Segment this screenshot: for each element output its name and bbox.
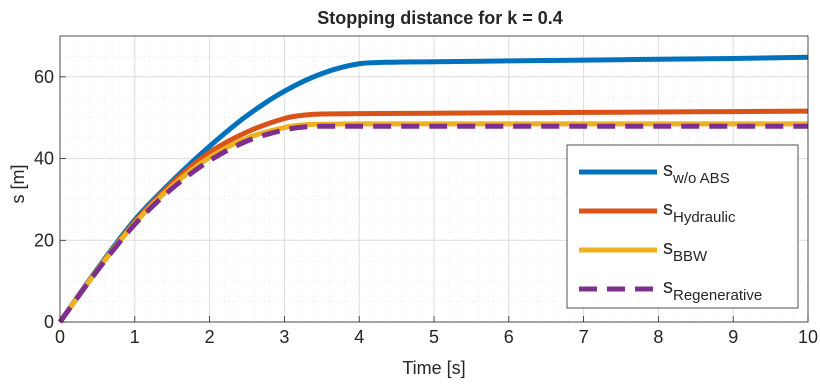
x-tick-label: 9	[728, 327, 738, 347]
x-tick-label: 5	[429, 327, 439, 347]
x-tick-label: 3	[279, 327, 289, 347]
y-tick-label: 0	[44, 312, 54, 332]
chart-title: Stopping distance for k = 0.4	[317, 8, 563, 28]
x-tick-label: 1	[130, 327, 140, 347]
x-tick-label: 0	[55, 327, 65, 347]
x-axis-label: Time [s]	[402, 358, 465, 378]
x-tick-label: 2	[205, 327, 215, 347]
legend-label: sBBW	[663, 237, 708, 265]
plot-frame	[59, 35, 809, 323]
y-tick-label: 60	[34, 67, 54, 87]
series-lines	[57, 54, 809, 324]
series-line-regenerative	[57, 123, 808, 324]
legend-label: sHydraulic	[663, 198, 736, 226]
x-tick-label: 8	[653, 327, 663, 347]
x-tick-label: 10	[798, 327, 818, 347]
legend-label: sw/o ABS	[663, 159, 730, 187]
x-tick-label: 6	[504, 327, 514, 347]
legend: sw/o ABS sHydraulic sBBW sRegenerative	[566, 144, 799, 309]
x-tick-label: 4	[354, 327, 364, 347]
y-tick-label: 20	[34, 230, 54, 250]
x-tick-label: 7	[579, 327, 589, 347]
y-axis-ticks: 0 20 40 60	[34, 67, 66, 332]
legend-label: sRegenerative	[663, 276, 762, 304]
y-tick-label: 40	[34, 149, 54, 169]
y-axis-label: s [m]	[8, 165, 28, 204]
x-axis-ticks: 0 1 2 3 4 5 6 7 8 9 10	[55, 316, 818, 347]
